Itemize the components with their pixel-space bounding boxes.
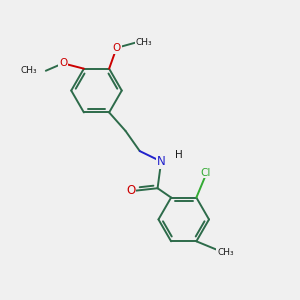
Text: O: O — [59, 58, 67, 68]
Text: CH₃: CH₃ — [136, 38, 152, 47]
Text: O: O — [112, 43, 121, 53]
Text: CH₃: CH₃ — [20, 66, 37, 75]
Text: Cl: Cl — [200, 168, 211, 178]
Text: H: H — [175, 150, 182, 160]
Text: CH₃: CH₃ — [217, 248, 234, 256]
Text: N: N — [157, 155, 166, 168]
Text: O: O — [126, 184, 136, 197]
